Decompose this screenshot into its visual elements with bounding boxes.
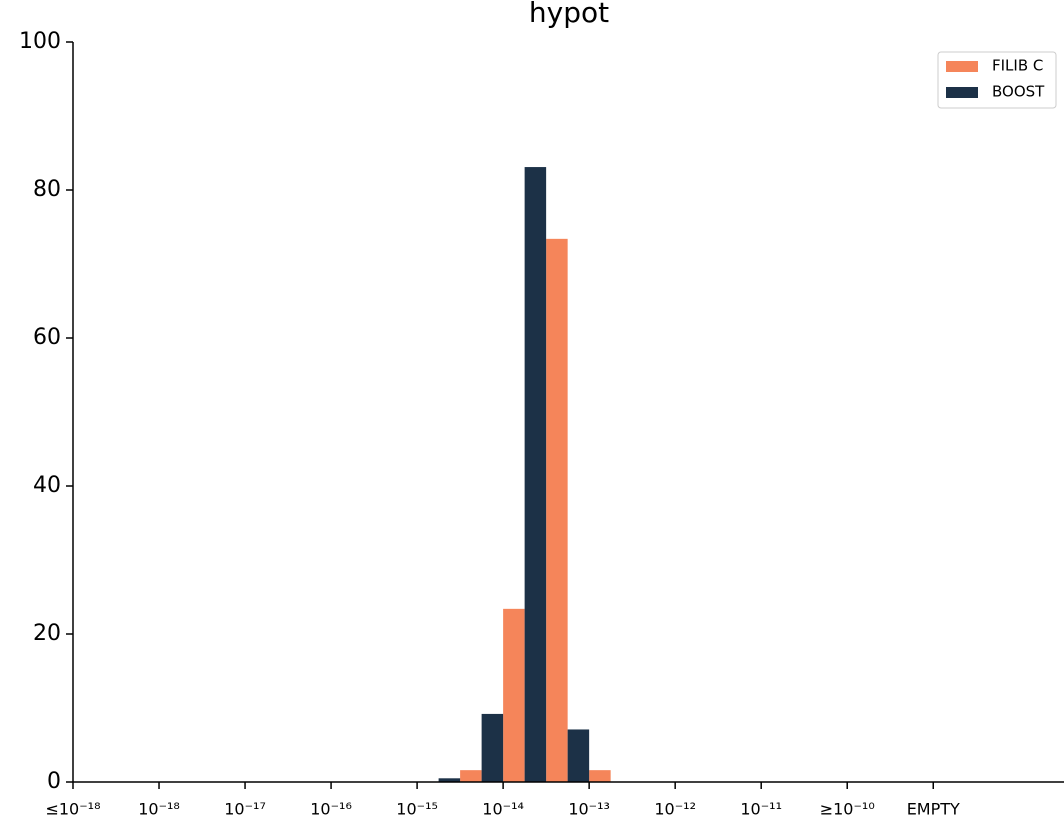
y-tick-label: 40 xyxy=(33,473,61,498)
bar xyxy=(524,167,547,782)
x-tick-label: 10⁻¹¹ xyxy=(740,800,782,819)
x-tick-label: EMPTY xyxy=(907,800,960,819)
x-tick-label: 10⁻¹⁵ xyxy=(396,800,438,819)
bar xyxy=(503,608,525,782)
bar xyxy=(567,729,590,782)
legend-label: BOOST xyxy=(992,83,1045,101)
y-tick-label: 100 xyxy=(19,29,61,54)
legend-swatch xyxy=(946,87,978,98)
y-tick-label: 20 xyxy=(33,621,61,646)
x-tick-label: 10⁻¹⁶ xyxy=(310,800,352,819)
x-tick-label: 10⁻¹³ xyxy=(568,800,610,819)
x-tick-label: 10⁻¹² xyxy=(654,800,696,819)
chart-title: hypot xyxy=(529,0,609,29)
y-tick-label: 0 xyxy=(47,769,61,794)
x-tick-label: ≤10⁻¹⁸ xyxy=(45,800,100,819)
bar xyxy=(546,238,568,783)
bar xyxy=(460,770,482,782)
x-tick-label: 10⁻¹⁸ xyxy=(138,800,180,819)
x-tick-label: 10⁻¹⁴ xyxy=(482,800,524,819)
y-tick-label: 60 xyxy=(33,325,61,350)
x-tick-label: ≥10⁻¹⁰ xyxy=(820,800,875,819)
y-tick-label: 80 xyxy=(33,177,61,202)
legend-swatch xyxy=(946,61,978,72)
x-tick-label: 10⁻¹⁷ xyxy=(224,800,266,819)
legend-label: FILIB C xyxy=(992,57,1043,75)
bar xyxy=(481,713,504,782)
bar xyxy=(589,770,611,782)
bar xyxy=(438,778,461,782)
